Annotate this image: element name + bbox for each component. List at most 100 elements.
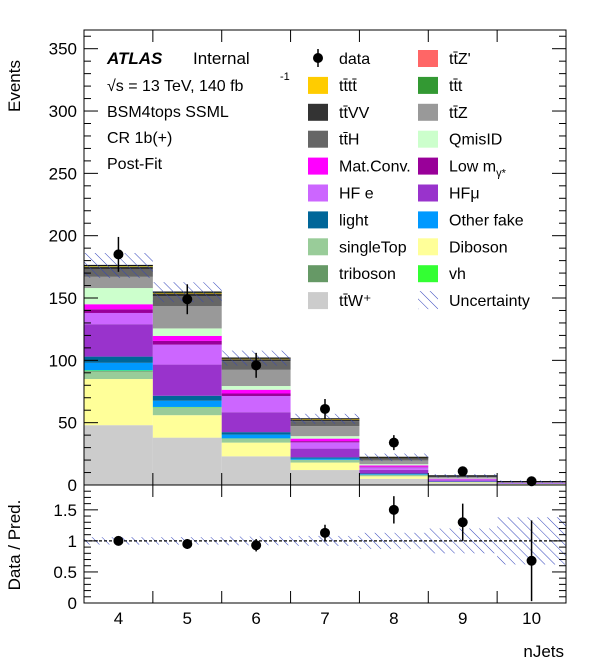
series-diboson: [84, 379, 566, 485]
stack-bar: [359, 466, 429, 468]
stack-bar: [221, 395, 291, 413]
legend-label: tt̄H: [339, 132, 359, 149]
legend-swatch: [308, 292, 328, 310]
stack-bar: [84, 362, 153, 371]
stack-bar: [359, 478, 429, 485]
ratio-point: [457, 517, 468, 528]
legend-label: tt̄VV: [339, 105, 370, 122]
data-point: [526, 476, 537, 487]
y-tick-label: 300: [49, 102, 77, 121]
x-tick-label: 7: [320, 609, 329, 628]
stack-bar: [359, 467, 429, 470]
legend-swatch: [418, 184, 438, 202]
legend-swatch: [418, 50, 438, 67]
region-label: BSM4tops SSML: [107, 104, 229, 121]
legend-swatch: [308, 265, 328, 283]
legend-entry: tt̄Z': [418, 50, 471, 68]
stack-bar: [84, 356, 153, 363]
stack-bar: [221, 456, 291, 485]
legend-swatch: [308, 76, 328, 94]
stack-bar: [428, 479, 498, 481]
data-point: [251, 360, 262, 371]
ratio-point: [251, 540, 262, 551]
legend-label: singleTop: [339, 239, 407, 256]
series-qmisid: [84, 288, 566, 483]
stack-bar: [290, 438, 360, 442]
legend-entry: tt̄W⁺: [308, 292, 371, 310]
legend-swatch: [418, 130, 438, 148]
series-hf-: [84, 324, 566, 484]
y-tick-label: 350: [49, 40, 77, 59]
stack-bar: [428, 480, 498, 482]
stack-bar: [290, 458, 360, 460]
legend-label: Other fake: [449, 212, 524, 229]
stack-bar: [84, 370, 153, 371]
stack-bar: [359, 460, 429, 465]
stack-bar: [359, 474, 429, 475]
ratio-y-axis-title: Data / Pred.: [5, 500, 24, 591]
stack-bar: [359, 469, 429, 474]
stack-bar: [221, 386, 291, 390]
stack-bar: [152, 415, 222, 438]
stack-bar: [290, 442, 360, 449]
legend-entry: tt̄t: [418, 76, 463, 95]
legend-label: Uncertainty: [449, 293, 530, 310]
legend-swatch: [308, 157, 328, 175]
stack-bar: [290, 426, 360, 437]
stack-bar: [221, 393, 291, 396]
ratio-point: [320, 527, 330, 538]
stack-bar: [290, 441, 360, 443]
series-ttz: [84, 276, 566, 483]
y-axis-title: Events: [5, 60, 24, 112]
series-vh: [84, 370, 429, 475]
stack-bar: [152, 364, 222, 396]
series-hf-e: [84, 312, 566, 484]
legend-entry: HF e: [308, 184, 374, 203]
atlas-label: ATLAS: [106, 49, 163, 68]
legend-entry: data: [313, 49, 370, 68]
stack-bar: [359, 473, 429, 475]
ratio-uncertainty-band: [359, 532, 429, 549]
legend-entry: HFμ: [418, 184, 480, 203]
x-tick-label: 8: [389, 609, 398, 628]
ratio-y-tick-label: 0: [68, 594, 77, 613]
stack-bar: [221, 438, 291, 443]
legend-entry: tt̄VV: [308, 103, 370, 122]
ratio-y-tick-label: 1: [68, 532, 77, 551]
data-point: [320, 403, 330, 414]
y-tick-label: 100: [49, 351, 77, 370]
stack-bar: [290, 457, 360, 459]
legend-label: tt̄Z: [449, 105, 468, 122]
stack-bar: [221, 434, 291, 439]
stack-bar: [359, 476, 429, 479]
energy-sup: -1: [280, 71, 290, 83]
legend-entry: singleTop: [308, 238, 407, 256]
stack-bar: [84, 276, 153, 289]
legend-label: tt̄t: [449, 78, 463, 95]
legend-entry: tt̄tt̄: [308, 76, 357, 95]
stack-bar: [359, 475, 429, 477]
cr-label: CR 1b(+): [107, 130, 172, 147]
legend-label: tt̄W⁺: [339, 293, 371, 310]
stack-bar: [359, 465, 429, 467]
data-point: [182, 294, 193, 305]
legend-label: Low mγ*: [449, 159, 507, 180]
stack-bar: [152, 407, 222, 416]
main-panel: data tt̄Z' tt̄tt̄ tt̄t tt̄VV tt̄Z tt̄H QmisID Ma…: [49, 29, 567, 495]
legend-swatch: [308, 130, 328, 148]
legend-label: HFμ: [449, 186, 480, 203]
legend-label-sub: γ*: [496, 168, 507, 180]
legend-label: data: [339, 51, 370, 68]
x-tick-label: 6: [251, 609, 260, 628]
series-triboson: [84, 370, 429, 476]
legend-swatch: [418, 211, 438, 229]
internal-label: Internal: [193, 49, 250, 68]
stack-bar: [152, 328, 222, 336]
stack-bar: [84, 371, 153, 380]
stack-bar: [152, 340, 222, 345]
stack-bar: [359, 464, 429, 466]
stack-bar: [152, 400, 222, 407]
x-tick-label: 5: [183, 609, 192, 628]
legend-swatch: [418, 265, 438, 283]
ratio-panel: 0 0.5 1 1.5 4 5 6 7 8 9 10: [53, 484, 567, 628]
